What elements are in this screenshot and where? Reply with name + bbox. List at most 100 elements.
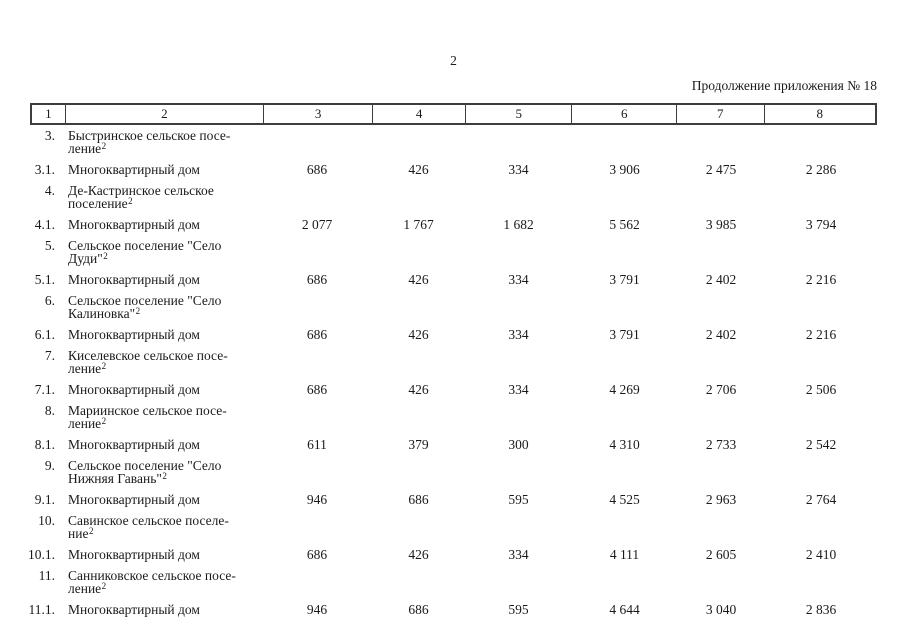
value-cell-4: 686 (408, 602, 429, 617)
row-name-text: Сельское поселение "Село Нижняя Гавань" (68, 458, 222, 486)
value-cell-7: 2 706 (705, 382, 737, 397)
table-body: 3. Быстринское сельское посе- ление2 3.1… (28, 129, 877, 617)
table-row: 4.1. Многоквартирный дом 2 077 1 767 1 6… (30, 217, 877, 232)
value-cell-7: 2 605 (705, 547, 737, 562)
row-number-text: 3.1. (34, 162, 55, 177)
row-number: 11.1. (29, 603, 63, 617)
row-name: Быстринское сельское посе- ление2 (63, 129, 262, 156)
row-number-text: 10.1. (28, 547, 55, 562)
value-cell-5: 595 (508, 492, 529, 507)
value-cell-4: 426 (408, 327, 429, 342)
table-row: 3.1. Многоквартирный дом 686 426 334 3 9… (30, 162, 877, 177)
value-cell-8: 2 286 (805, 162, 837, 177)
table-row: 7. Киселевское сельское посе- ление2 (30, 348, 877, 376)
row-name: Многоквартирный дом (63, 382, 262, 397)
row-name: Киселевское сельское посе- ление2 (63, 348, 262, 376)
value-cell-3: 686 (306, 327, 328, 342)
row-number-text: 5. (44, 238, 55, 253)
table-row: 9.1. Многоквартирный дом 946 686 595 4 5… (30, 492, 877, 507)
table-row: 6.1. Многоквартирный дом 686 426 334 3 7… (30, 327, 877, 342)
row-number-text: 8. (44, 403, 55, 418)
row-name-text: Многоквартирный дом (68, 492, 200, 507)
value-cell-8: 2 836 (805, 602, 837, 617)
row-number: 8.1. (30, 437, 63, 452)
footnote-marker: 2 (88, 525, 94, 536)
row-name-text: Многоквартирный дом (68, 162, 200, 177)
value-cell-3: 2 077 (301, 217, 333, 232)
row-name-text: Многоквартирный дом (68, 272, 200, 287)
row-name: Многоквартирный дом (63, 328, 262, 342)
row-number-text: 8.1. (34, 437, 55, 452)
value-cell-8: 2 542 (805, 437, 837, 452)
value-cell-8: 2 506 (805, 382, 837, 397)
value-cell-8: 2 216 (805, 272, 837, 287)
value-cell-7: 2 733 (705, 437, 737, 452)
footnote-marker: 2 (101, 360, 107, 371)
page-number: 2 (450, 53, 457, 68)
footnote-marker: 2 (101, 580, 107, 591)
value-cell-3: 611 (307, 437, 327, 452)
row-number: 9. (30, 459, 63, 485)
footnote-marker: 2 (162, 470, 167, 481)
row-name-text: Многоквартирный дом (68, 437, 200, 452)
row-name: Санниковское сельское посе- ление2 (63, 569, 262, 596)
value-cell-6: 4 310 (609, 437, 640, 452)
data-table: 1 2 3 4 5 6 7 8 3. Быстринское сельское … (28, 103, 877, 617)
value-cell-8: 3 794 (805, 217, 837, 232)
row-number-text: 6.1. (34, 327, 55, 342)
value-cell-4: 686 (408, 492, 429, 507)
row-number: 9.1. (30, 493, 63, 507)
row-name: Многоквартирный дом (63, 603, 262, 617)
value-cell-5: 334 (508, 327, 529, 342)
row-number-text: 4. (44, 183, 55, 198)
row-name-text: Де-Кастринское сельское поселение (68, 183, 214, 211)
continuation-note: Продолжение приложения № 18 (691, 78, 877, 93)
value-cell-5: 300 (508, 437, 529, 452)
value-cell-5: 334 (508, 272, 529, 287)
table-row: 7.1. Многоквартирный дом 686 426 334 4 2… (30, 382, 877, 397)
header-cell-5: 5 (464, 105, 572, 123)
value-cell-3: 946 (306, 492, 328, 507)
value-cell-6: 3 791 (609, 272, 640, 287)
row-number: 7.1. (30, 383, 63, 397)
value-cell-7: 2 402 (705, 327, 737, 342)
row-name: Многоквартирный дом (63, 437, 262, 452)
row-name-text: Многоквартирный дом (68, 382, 200, 397)
value-cell-5: 595 (508, 602, 529, 617)
row-number: 3. (30, 129, 63, 155)
value-cell-6: 4 111 (609, 547, 640, 562)
table-row: 4. Де-Кастринское сельское поселение2 (30, 183, 877, 211)
table-row: 3. Быстринское сельское посе- ление2 (30, 129, 877, 156)
row-name-text: Киселевское сельское посе- ление (68, 348, 228, 376)
value-cell-4: 426 (408, 547, 429, 562)
footnote-marker: 2 (101, 415, 107, 426)
row-number: 5.1. (30, 273, 63, 287)
row-name: Многоквартирный дом (63, 548, 262, 562)
table-header-row: 1 2 3 4 5 6 7 8 (30, 103, 877, 125)
header-cell-4: 4 (372, 105, 465, 123)
value-cell-3: 686 (306, 382, 328, 397)
footnote-marker: 2 (101, 140, 107, 151)
value-cell-5: 1 682 (503, 217, 534, 232)
row-name: Многоквартирный дом (63, 272, 262, 287)
value-cell-7: 2 402 (705, 272, 737, 287)
header-cell-7: 7 (675, 105, 764, 123)
value-cell-4: 426 (408, 162, 429, 177)
row-number: 4. (30, 184, 63, 210)
row-name: Сельское поселение "Село Дуди"2 (63, 239, 262, 266)
value-cell-7: 3 985 (705, 217, 737, 232)
row-number-text: 4.1. (34, 217, 55, 232)
footnote-marker: 2 (135, 305, 141, 316)
row-number-text: 9. (44, 458, 55, 473)
row-number: 6.1. (30, 327, 63, 342)
header-cell-2: 2 (64, 105, 263, 123)
row-name: Савинское сельское поселе- ние2 (63, 514, 262, 541)
value-cell-6: 4 525 (609, 492, 640, 507)
row-number: 10.1. (28, 547, 63, 562)
value-cell-8: 2 216 (805, 327, 837, 342)
row-number: 7. (30, 349, 63, 375)
value-cell-3: 686 (306, 272, 328, 287)
row-number: 10. (30, 514, 63, 540)
table-row: 10.1. Многоквартирный дом 686 426 334 4 … (28, 547, 877, 562)
row-number: 6. (30, 294, 63, 320)
